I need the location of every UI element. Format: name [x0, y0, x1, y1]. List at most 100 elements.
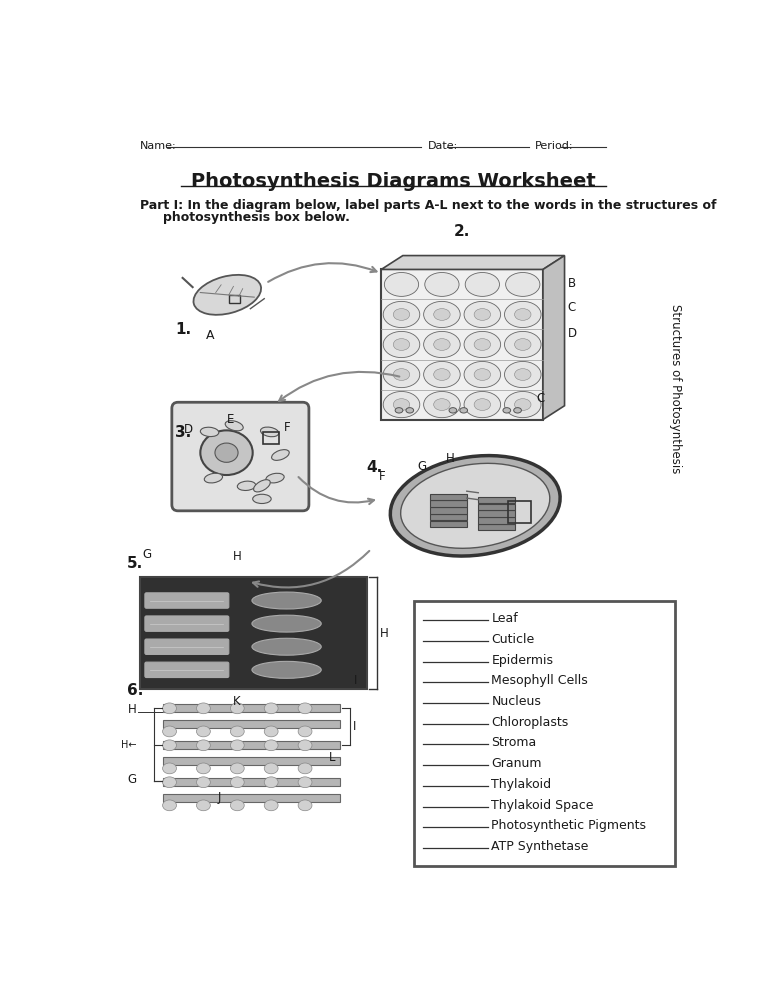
Ellipse shape: [383, 301, 420, 328]
Ellipse shape: [200, 430, 253, 475]
Ellipse shape: [225, 420, 243, 430]
Text: H: H: [233, 551, 241, 564]
Ellipse shape: [163, 703, 177, 714]
Bar: [430, 493, 467, 500]
Ellipse shape: [505, 362, 541, 388]
Ellipse shape: [197, 777, 210, 787]
Bar: [141, 578, 367, 689]
Text: Thylakoid: Thylakoid: [492, 778, 551, 791]
Ellipse shape: [434, 369, 450, 381]
Ellipse shape: [230, 777, 244, 787]
Ellipse shape: [163, 726, 177, 737]
Polygon shape: [543, 255, 564, 419]
Ellipse shape: [464, 392, 501, 417]
Ellipse shape: [197, 800, 210, 811]
Ellipse shape: [390, 455, 560, 556]
Ellipse shape: [396, 408, 403, 414]
Ellipse shape: [163, 800, 177, 811]
Ellipse shape: [252, 615, 321, 632]
Text: Chloroplasts: Chloroplasts: [492, 716, 568, 729]
Ellipse shape: [264, 703, 278, 714]
Text: 2.: 2.: [454, 225, 470, 240]
Text: L: L: [329, 750, 336, 763]
Text: Part I: In the diagram below, label parts A-L next to the words in the structure: Part I: In the diagram below, label part…: [141, 199, 717, 212]
Ellipse shape: [515, 399, 531, 411]
Text: Name:: Name:: [141, 141, 177, 151]
Ellipse shape: [230, 703, 244, 714]
Ellipse shape: [449, 408, 457, 414]
Ellipse shape: [465, 272, 499, 296]
Ellipse shape: [252, 592, 321, 609]
Text: D: D: [184, 423, 194, 436]
Ellipse shape: [401, 463, 550, 549]
Text: G: G: [127, 773, 137, 786]
Ellipse shape: [264, 800, 278, 811]
Ellipse shape: [163, 777, 177, 787]
Text: F: F: [284, 421, 291, 434]
Bar: [430, 507, 467, 514]
Bar: [164, 720, 340, 728]
Text: 6.: 6.: [127, 683, 144, 698]
Bar: [478, 517, 515, 524]
Ellipse shape: [197, 740, 210, 750]
Ellipse shape: [272, 449, 290, 460]
Ellipse shape: [200, 427, 219, 436]
Text: Structures of Photosynthesis: Structures of Photosynthesis: [669, 304, 682, 473]
Ellipse shape: [503, 408, 511, 414]
Ellipse shape: [460, 408, 468, 414]
Ellipse shape: [514, 408, 521, 414]
Ellipse shape: [393, 339, 409, 351]
Ellipse shape: [424, 392, 460, 417]
Ellipse shape: [393, 369, 409, 381]
Ellipse shape: [204, 473, 223, 483]
Text: Cuticle: Cuticle: [492, 633, 535, 646]
Text: C: C: [537, 393, 545, 406]
Bar: [263, 432, 279, 444]
Ellipse shape: [163, 740, 177, 750]
Text: Date:: Date:: [428, 141, 458, 151]
Bar: [164, 742, 340, 749]
Ellipse shape: [266, 473, 284, 483]
Text: ATP Synthetase: ATP Synthetase: [492, 840, 589, 853]
Ellipse shape: [264, 777, 278, 787]
Ellipse shape: [383, 362, 420, 388]
Ellipse shape: [393, 399, 409, 411]
Polygon shape: [381, 255, 564, 269]
Text: Nucleus: Nucleus: [492, 695, 541, 708]
FancyBboxPatch shape: [145, 616, 229, 631]
Bar: [381, 269, 543, 419]
Ellipse shape: [383, 331, 420, 358]
Ellipse shape: [464, 362, 501, 388]
Ellipse shape: [393, 308, 409, 320]
Ellipse shape: [230, 800, 244, 811]
Bar: [478, 497, 515, 503]
Text: G: G: [418, 459, 426, 472]
FancyBboxPatch shape: [145, 662, 229, 678]
Bar: [478, 524, 515, 531]
Bar: [430, 514, 467, 521]
Ellipse shape: [252, 638, 321, 655]
Text: Period:: Period:: [535, 141, 574, 151]
Text: Photosynthesis Diagrams Worksheet: Photosynthesis Diagrams Worksheet: [191, 172, 596, 191]
Ellipse shape: [298, 703, 312, 714]
Ellipse shape: [237, 481, 256, 490]
Ellipse shape: [434, 308, 450, 320]
Ellipse shape: [264, 740, 278, 750]
Ellipse shape: [163, 763, 177, 773]
Bar: [430, 500, 467, 507]
Text: H: H: [446, 452, 455, 465]
Text: C: C: [568, 301, 576, 314]
Text: H: H: [379, 627, 389, 640]
Bar: [414, 600, 675, 866]
Bar: [478, 504, 515, 510]
Bar: [164, 705, 340, 712]
Ellipse shape: [505, 392, 541, 417]
FancyBboxPatch shape: [145, 639, 229, 654]
Text: Photosynthetic Pigments: Photosynthetic Pigments: [492, 819, 647, 832]
Ellipse shape: [264, 763, 278, 773]
Ellipse shape: [230, 763, 244, 773]
Ellipse shape: [298, 726, 312, 737]
Bar: [478, 511, 515, 517]
Ellipse shape: [230, 740, 244, 750]
Ellipse shape: [474, 399, 491, 411]
